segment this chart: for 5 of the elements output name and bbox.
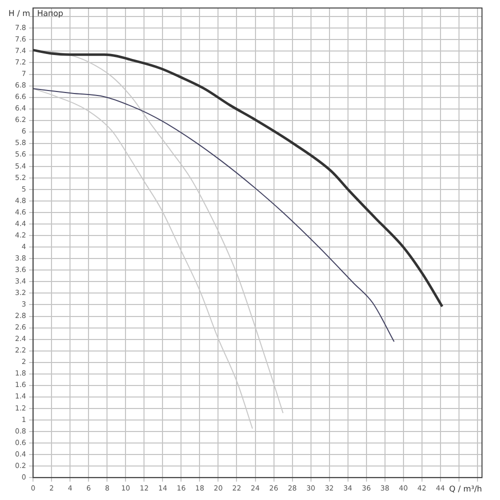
annotation: Напор [37,9,64,18]
line-series [33,88,395,342]
y-axis-title: H / m [8,9,30,18]
x-axis-title: Q / m³/h [449,484,482,494]
line-series [33,48,444,308]
